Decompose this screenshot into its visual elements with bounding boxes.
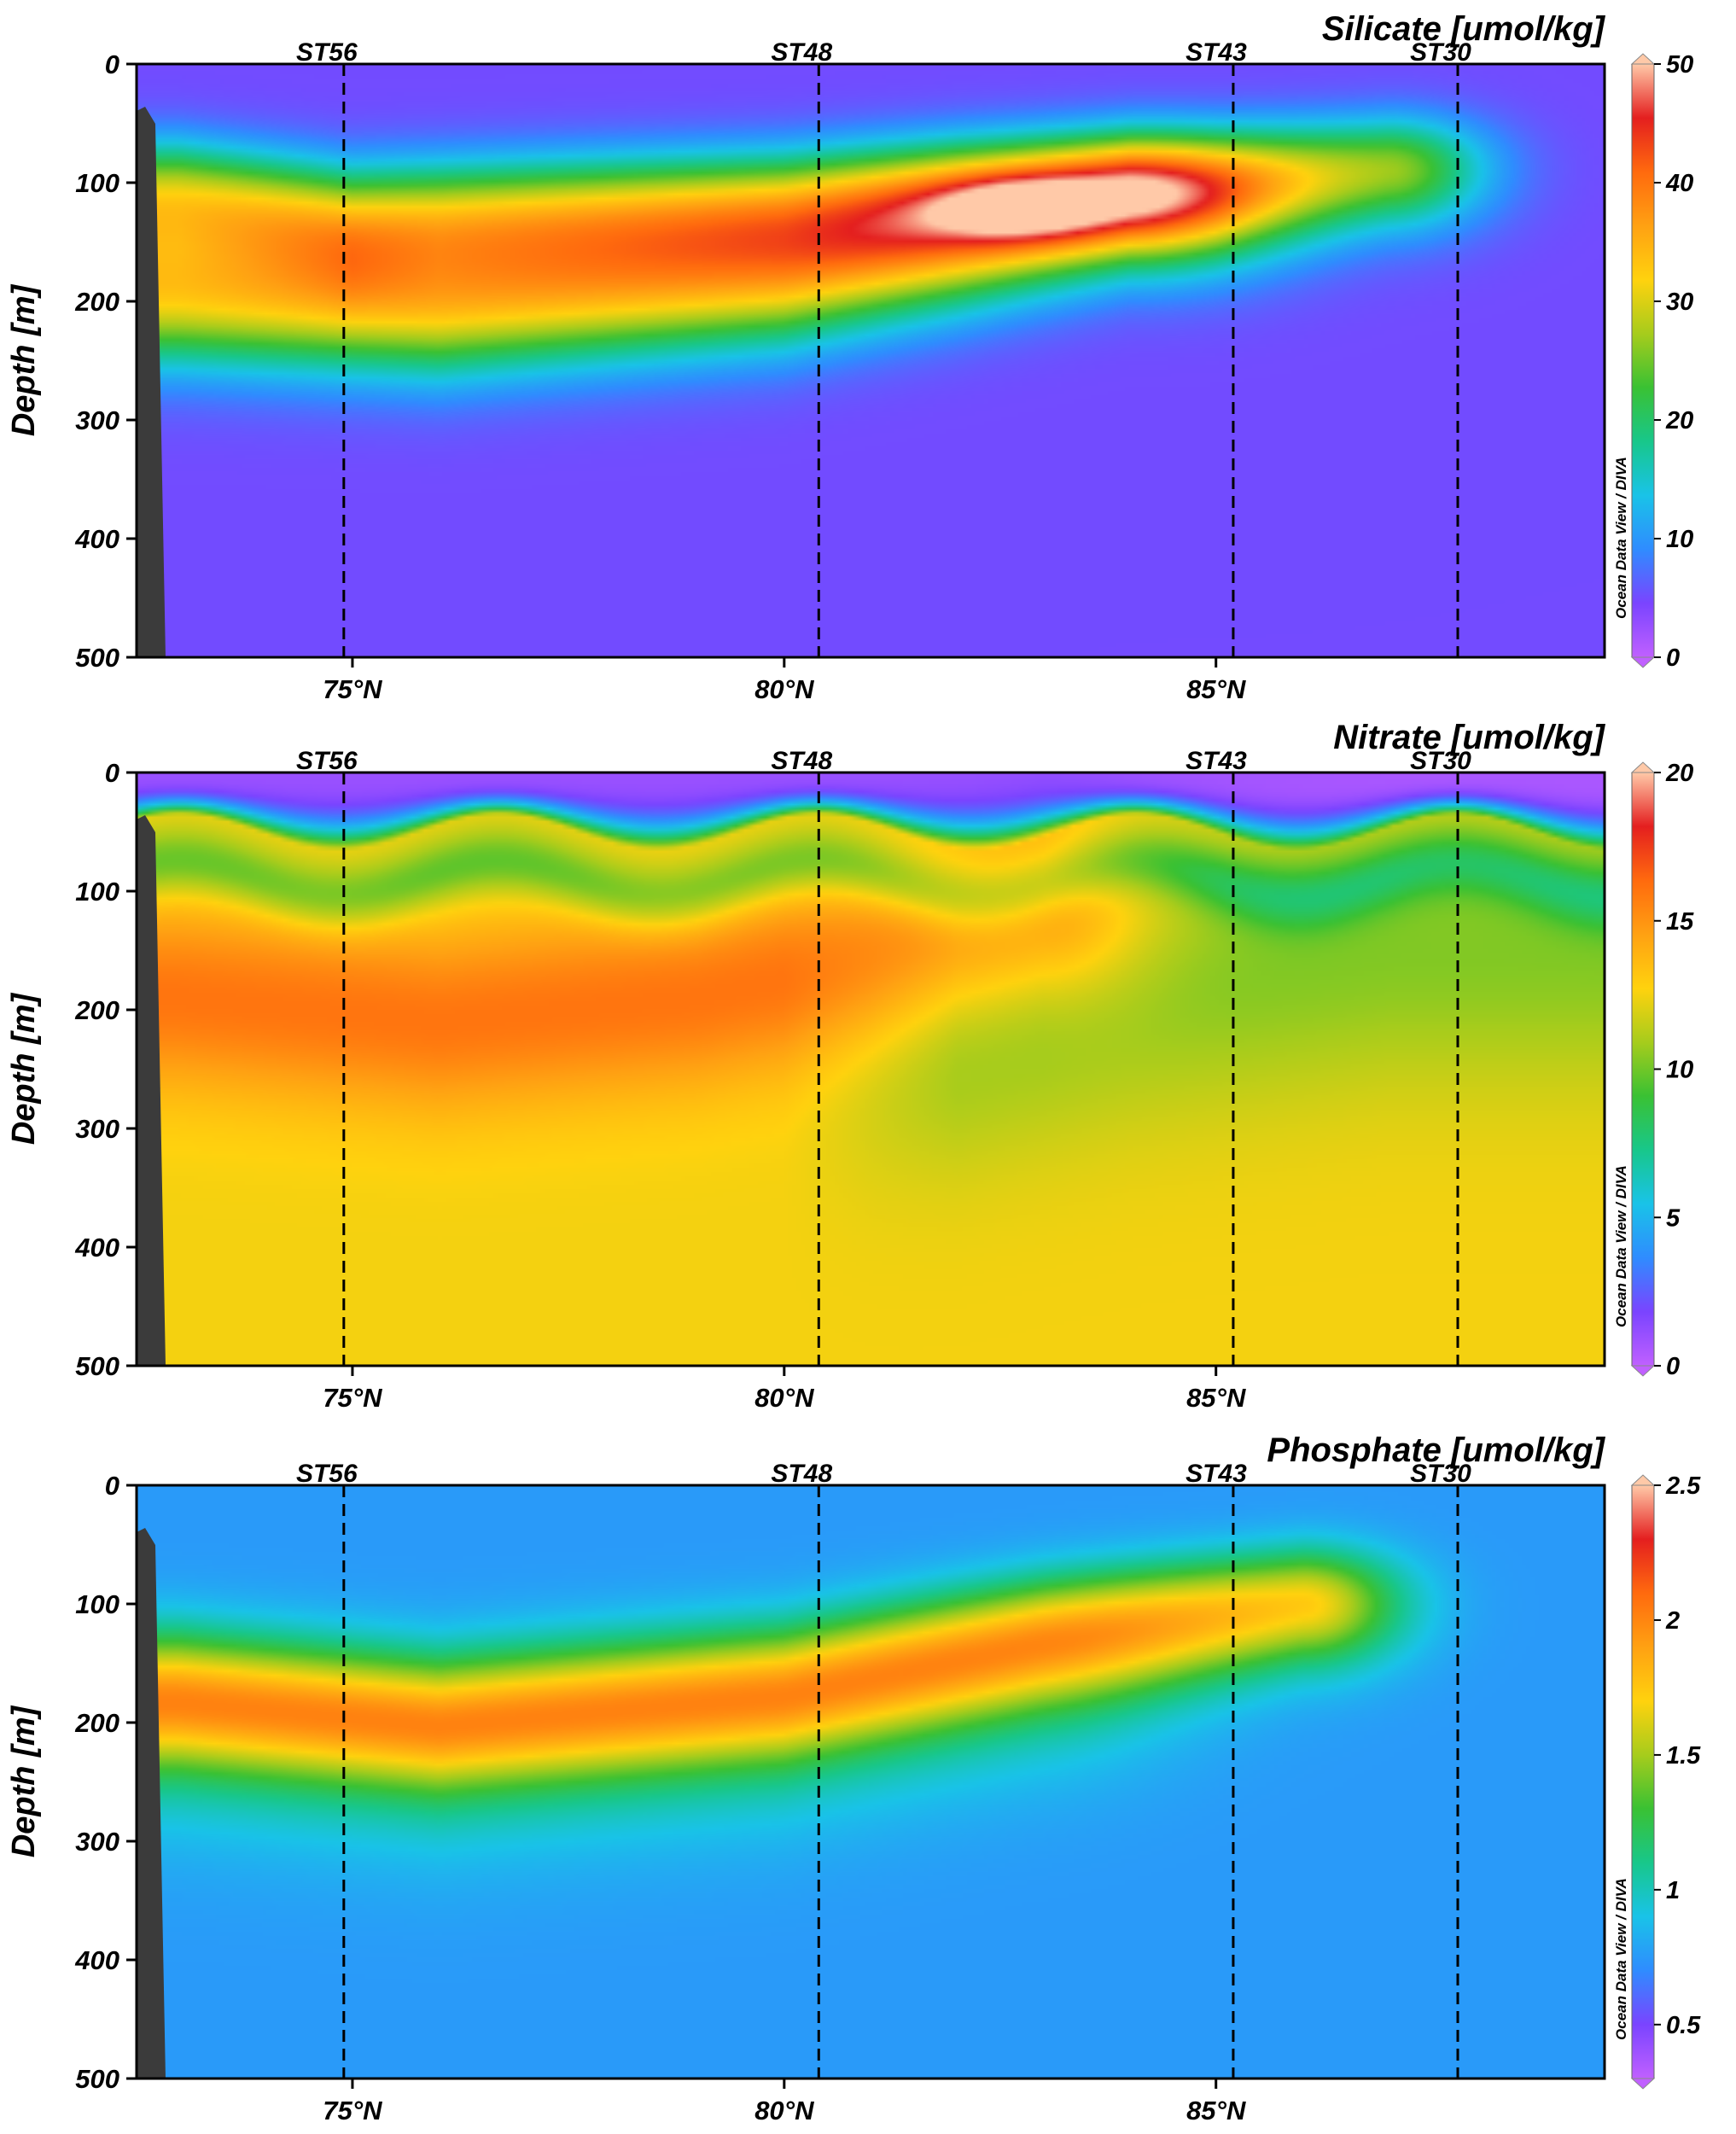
x-tick-label: 75°N (323, 674, 382, 704)
plot-frame (135, 771, 1606, 1367)
y-axis-label: Depth [m] (6, 1705, 42, 1858)
station-label-st56: ST56 (296, 38, 358, 67)
y-tick-label: 300 (75, 405, 119, 435)
seafloor-mask (137, 107, 166, 657)
plot-frame (135, 62, 1606, 659)
station-label-st30: ST30 (1410, 747, 1471, 775)
software-credit: Ocean Data View / DIVA (1613, 1165, 1629, 1327)
colorbar-tick-label: 15 (1666, 908, 1694, 936)
colorbar-tick-label: 1.5 (1666, 1742, 1701, 1770)
y-tick-label: 0 (105, 758, 119, 788)
y-tick-label: 100 (75, 877, 119, 907)
colorbar-tick-label: 30 (1666, 289, 1693, 316)
colorbar-tick-label: 0 (1666, 1353, 1680, 1380)
colorbar-tick-label: 20 (1665, 760, 1693, 787)
station-label-st48: ST48 (771, 747, 832, 775)
x-tick-label: 75°N (323, 1383, 382, 1413)
y-tick-label: 500 (75, 2064, 119, 2094)
station-label-st43: ST43 (1185, 1460, 1247, 1488)
y-tick-label: 500 (75, 643, 119, 673)
y-tick-label: 300 (75, 1827, 119, 1857)
colorbar-tick-label: 5 (1666, 1204, 1681, 1232)
y-tick-label: 500 (75, 1351, 119, 1381)
station-label-st43: ST43 (1185, 38, 1247, 67)
seafloor-mask (137, 815, 166, 1366)
y-tick-label: 400 (74, 1233, 119, 1262)
y-axis-label: Depth [m] (6, 993, 42, 1146)
colorbar (1631, 63, 1655, 658)
colorbar-tick-label: 20 (1665, 407, 1693, 434)
station-label-st48: ST48 (771, 1460, 832, 1488)
y-tick-label: 300 (75, 1114, 119, 1144)
colorbar-tick-label: 10 (1666, 1057, 1693, 1084)
y-tick-label: 400 (74, 524, 119, 554)
colorbar-tick-label: 2.5 (1665, 1472, 1701, 1500)
chart-title: Nitrate [umol/kg] (1333, 719, 1605, 756)
colorbar (1631, 772, 1655, 1367)
y-tick-label: 200 (74, 995, 119, 1025)
station-label-st48: ST48 (771, 38, 832, 67)
y-tick-label: 0 (105, 50, 119, 79)
colorbar-tick-label: 0.5 (1666, 2012, 1701, 2039)
colorbar-min-cap (1630, 1365, 1656, 1377)
colorbar-tick-label: 10 (1666, 526, 1693, 553)
colorbar-tick-label: 40 (1665, 170, 1693, 197)
y-axis-label: Depth [m] (6, 284, 42, 437)
y-tick-label: 100 (75, 168, 119, 198)
plot-frame (135, 1484, 1606, 2080)
station-label-st30: ST30 (1410, 1460, 1471, 1488)
phosphate-panel: ST56 ST48 ST43 ST30 Phosphate [umol/kg] 0 100 2… (0, 1421, 1736, 2134)
chart-title: Phosphate [umol/kg] (1267, 1431, 1605, 1469)
x-tick-label: 85°N (1186, 674, 1246, 704)
y-tick-label: 0 (105, 1471, 119, 1501)
x-tick-label: 80°N (754, 2096, 814, 2125)
colorbar-max-cap (1630, 761, 1656, 773)
seafloor-mask (137, 1528, 166, 2079)
colorbar-tick-label: 1 (1666, 1877, 1680, 1904)
x-tick-label: 80°N (754, 1383, 814, 1413)
colorbar-min-cap (1630, 656, 1656, 668)
colorbar-tick-label: 2 (1665, 1607, 1680, 1635)
colorbar-tick-label: 50 (1666, 51, 1693, 79)
x-tick-label: 75°N (323, 2096, 382, 2125)
colorbar-min-cap (1630, 2078, 1656, 2090)
software-credit: Ocean Data View / DIVA (1613, 1878, 1629, 2040)
colorbar-tick-label: 0 (1666, 644, 1680, 672)
station-label-st43: ST43 (1185, 747, 1247, 775)
heatmap-field (137, 64, 1605, 657)
station-label-st30: ST30 (1410, 38, 1471, 67)
station-label-st56: ST56 (296, 1460, 358, 1488)
x-tick-label: 85°N (1186, 1383, 1246, 1413)
x-tick-label: 85°N (1186, 2096, 1246, 2125)
y-tick-label: 400 (74, 1945, 119, 1975)
y-tick-label: 100 (75, 1589, 119, 1619)
heatmap-field (137, 773, 1605, 1366)
station-label-st56: ST56 (296, 747, 358, 775)
colorbar-max-cap (1630, 53, 1656, 65)
colorbar-max-cap (1630, 1474, 1656, 1486)
y-tick-label: 200 (74, 287, 119, 317)
software-credit: Ocean Data View / DIVA (1613, 457, 1629, 619)
y-tick-label: 200 (74, 1708, 119, 1738)
heatmap-field (137, 1485, 1605, 2079)
colorbar (1631, 1484, 1655, 2079)
chart-title: Silicate [umol/kg] (1322, 10, 1606, 48)
silicate-panel: ST56 ST48 ST43 ST30 Silicate [umol/kg] 0 100 20… (0, 0, 1736, 708)
nitrate-panel: ST56 ST48 ST43 ST30 Nitrate [umol/kg] 0 100 200… (0, 708, 1736, 1421)
x-tick-label: 80°N (754, 674, 814, 704)
